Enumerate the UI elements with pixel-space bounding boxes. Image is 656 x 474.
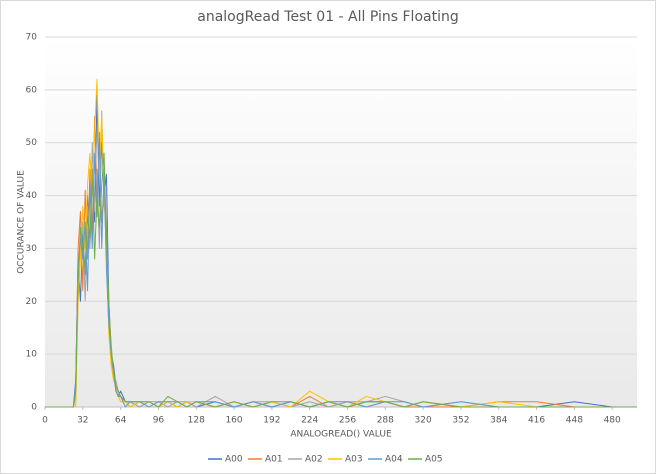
x-tick-label: 0 bbox=[42, 416, 48, 426]
y-tick-label: 40 bbox=[26, 191, 38, 201]
series-line bbox=[45, 78, 637, 408]
y-tick-label: 30 bbox=[26, 244, 38, 254]
legend-label: A00 bbox=[225, 455, 243, 465]
plot-area bbox=[45, 37, 637, 407]
x-tick-label: 160 bbox=[225, 416, 242, 426]
x-tick-label: 32 bbox=[77, 416, 88, 426]
y-tick-label: 60 bbox=[26, 85, 38, 95]
x-tick-label: 416 bbox=[528, 416, 545, 426]
x-tick-label: 352 bbox=[452, 416, 469, 426]
x-tick-label: 256 bbox=[339, 416, 356, 426]
y-axis-title: OCCURANCE OF VALUE bbox=[17, 170, 27, 274]
x-tick-label: 320 bbox=[415, 416, 432, 426]
x-tick-label: 480 bbox=[604, 416, 621, 426]
legend-label: A05 bbox=[425, 455, 443, 465]
legend-label: A03 bbox=[345, 455, 363, 465]
x-tick-label: 224 bbox=[301, 416, 318, 426]
y-tick-label: 70 bbox=[26, 33, 38, 43]
x-tick-label: 384 bbox=[490, 416, 507, 426]
y-tick-label: 10 bbox=[26, 350, 38, 360]
x-tick-label: 192 bbox=[263, 416, 280, 426]
x-tick-label: 64 bbox=[115, 416, 127, 426]
y-tick-label: 0 bbox=[31, 403, 37, 413]
y-tick-label: 20 bbox=[26, 297, 38, 307]
x-tick-label: 448 bbox=[566, 416, 583, 426]
y-tick-label: 50 bbox=[26, 138, 38, 148]
x-tick-label: 96 bbox=[153, 416, 165, 426]
legend-label: A02 bbox=[305, 455, 323, 465]
legend-label: A01 bbox=[265, 455, 283, 465]
x-tick-label: 288 bbox=[377, 416, 394, 426]
chart-title: analogRead Test 01 - All Pins Floating bbox=[197, 9, 458, 25]
x-axis-title: ANALOGREAD() VALUE bbox=[290, 430, 392, 440]
legend-label: A04 bbox=[385, 455, 403, 465]
x-tick-label: 128 bbox=[188, 416, 205, 426]
series-line bbox=[45, 152, 637, 408]
